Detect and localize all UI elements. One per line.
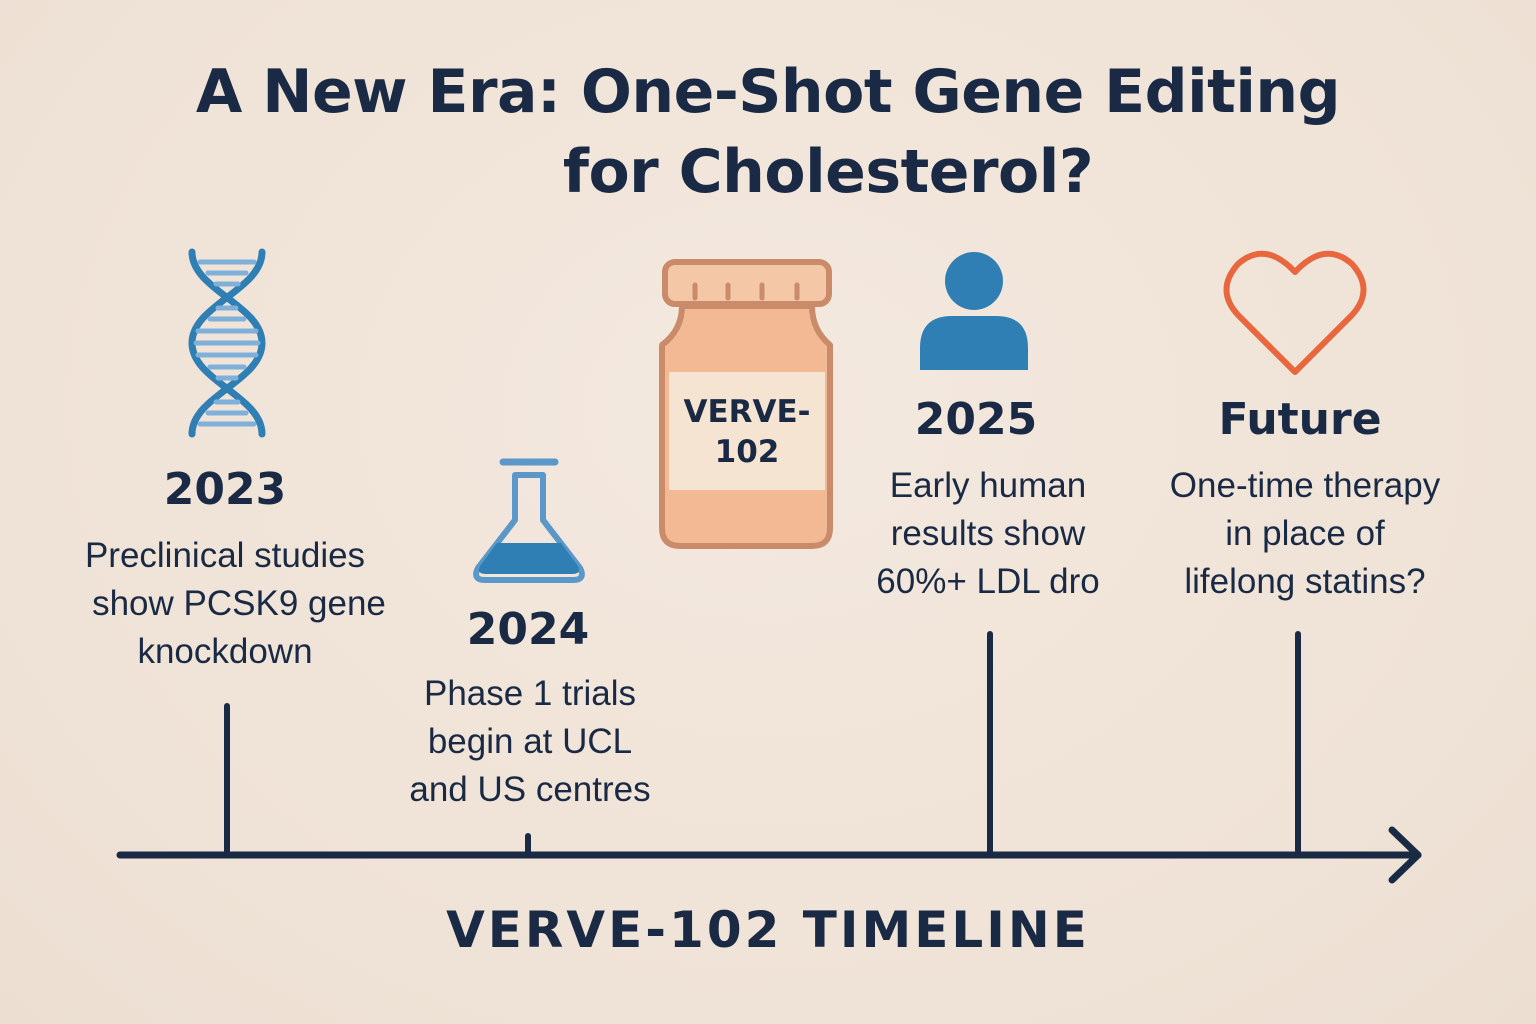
timeline-label: VERVE-102 TIMELINE — [446, 901, 1090, 959]
description-line: knockdown — [137, 632, 313, 671]
person-icon — [920, 252, 1028, 370]
event-2024-year: 2024 — [466, 604, 590, 655]
description-line: 60%+ LDL dro — [876, 562, 1100, 601]
page-title: A New Era: One-Shot Gene Editing for Cho… — [0, 52, 1536, 212]
title-line-1: A New Era: One-Shot Gene Editing — [195, 57, 1341, 127]
event-2025-description: Early human results show 60%+ LDL dro — [848, 462, 1128, 606]
event-2024-description: Phase 1 trials begin at UCL and US centr… — [355, 670, 705, 814]
description-line: One-time therapy — [1169, 466, 1441, 505]
event-2023-description: Preclinical studies show PCSK9 gene knoc… — [40, 532, 410, 676]
description-line: begin at UCL — [427, 722, 633, 761]
title-line-2: for Cholesterol? — [562, 137, 1094, 207]
medicine-vial-icon — [659, 259, 833, 549]
description-line: and US centres — [409, 770, 651, 809]
timeline-axis — [116, 826, 1422, 884]
event-future-year: Future — [1218, 394, 1382, 445]
heart-icon — [1223, 250, 1367, 375]
event-2025-year: 2025 — [914, 394, 1038, 445]
description-line: Early human — [889, 466, 1087, 505]
event-2023-year: 2023 — [163, 464, 287, 515]
description-line: lifelong statins? — [1184, 562, 1426, 601]
description-line: in place of — [1225, 514, 1385, 553]
description-line: Phase 1 trials — [423, 674, 637, 713]
description-line: show PCSK9 gene — [92, 584, 386, 623]
description-line: results show — [890, 514, 1086, 553]
timeline-ticks — [224, 631, 1301, 858]
dna-icon — [188, 248, 266, 438]
vial-label: VERVE- 102 — [669, 392, 825, 472]
description-line: Preclinical studies — [84, 536, 366, 575]
flask-icon — [473, 458, 585, 583]
vial-label-line-2: 102 — [714, 434, 780, 470]
event-future-description: One-time therapy in place of lifelong st… — [1140, 462, 1470, 606]
vial-label-line-1: VERVE- — [683, 394, 811, 430]
